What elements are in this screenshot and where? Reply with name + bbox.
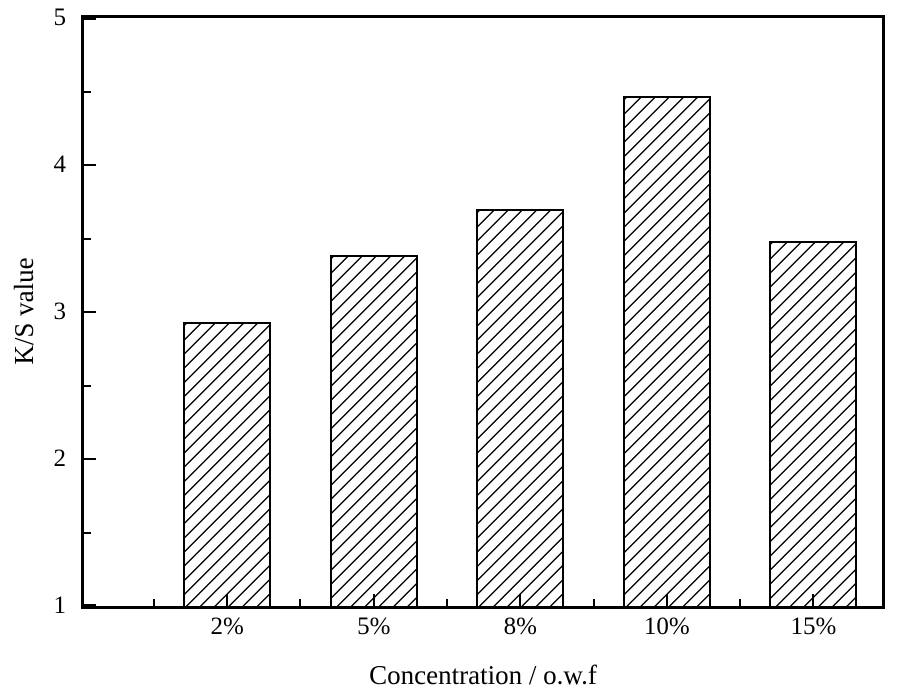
y-tick-label: 5 <box>53 4 67 31</box>
x-tick-label: 10% <box>643 613 690 640</box>
y-major-tick <box>84 18 96 20</box>
x-tick-label: 5% <box>357 613 391 640</box>
bar <box>329 254 418 606</box>
y-major-tick <box>84 311 96 313</box>
y-major-tick <box>84 458 96 460</box>
bar <box>622 95 711 606</box>
y-tick-label: 4 <box>53 151 67 178</box>
x-major-tick <box>812 594 815 606</box>
x-minor-tick <box>446 599 449 606</box>
y-tick-label: 1 <box>53 592 67 619</box>
x-major-tick <box>665 594 668 606</box>
x-minor-tick <box>739 599 742 606</box>
x-tick-label: 8% <box>503 613 537 640</box>
x-major-tick <box>519 594 522 606</box>
x-minor-tick <box>152 599 155 606</box>
x-tick-label: 2% <box>210 613 244 640</box>
x-major-tick <box>372 594 375 606</box>
y-major-tick <box>84 604 96 606</box>
bar <box>769 241 858 606</box>
x-minor-tick <box>592 599 595 606</box>
x-major-tick <box>226 594 229 606</box>
y-tick-label: 2 <box>53 445 67 472</box>
bar <box>183 322 272 606</box>
plot-area <box>81 15 885 609</box>
x-minor-tick <box>299 599 302 606</box>
y-minor-tick <box>84 90 91 93</box>
y-minor-tick <box>84 384 91 387</box>
y-minor-tick <box>84 531 91 534</box>
y-tick-label: 3 <box>53 298 67 325</box>
y-minor-tick <box>84 237 91 240</box>
bar <box>476 209 565 606</box>
x-axis-title: Concentration / o.w.f <box>369 660 597 690</box>
y-major-tick <box>84 164 96 166</box>
x-tick-label: 15% <box>790 613 837 640</box>
